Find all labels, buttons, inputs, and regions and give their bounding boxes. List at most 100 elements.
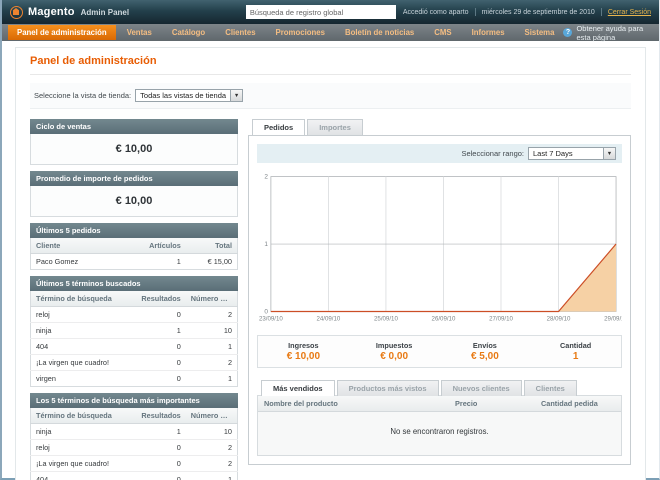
chart-tab-content: Seleccionar rango: Last 7 Days ▼ 0 1 2 23/0… xyxy=(248,135,631,465)
chevron-down-icon: ▼ xyxy=(230,90,243,101)
cell-value: 0 xyxy=(134,306,186,323)
col-header-resultados: Resultados xyxy=(134,291,186,307)
total-envios: Envíos € 5,00 xyxy=(440,341,531,362)
top-search-terms-table: Término de búsqueda Resultados Número de u… xyxy=(30,408,238,480)
divider xyxy=(600,8,602,16)
panel-title: Últimos 5 pedidos xyxy=(30,223,238,238)
divider xyxy=(474,8,476,16)
nav-item-clientes[interactable]: Clientes xyxy=(225,28,256,37)
cell-label: reloj xyxy=(30,439,134,456)
cell-value: 0 xyxy=(176,374,181,383)
logo-subtitle: Admin Panel xyxy=(80,7,130,17)
col-header-resultados: Resultados xyxy=(134,408,186,424)
nav-item-informes[interactable]: Informes xyxy=(471,28,505,37)
cell-value: 2 xyxy=(185,354,238,371)
last-orders-table: Cliente Artículos Total Paco Gomez 1 € 15,00 xyxy=(30,238,238,270)
tab-productos-mas-vistos[interactable]: Productos más vistos xyxy=(336,380,439,396)
table-row: Paco Gomez 1 € 15,00 xyxy=(31,254,238,270)
top-header: Magento Admin Panel Accedió como aparto … xyxy=(2,0,659,24)
cell-label: 404 xyxy=(30,471,134,480)
cell-value: 2 xyxy=(185,306,238,323)
grid-col-cantidad-pedida: Cantidad pedida xyxy=(541,399,598,408)
cell-value: 0 xyxy=(134,471,186,480)
range-label: Seleccionar rango: xyxy=(461,149,524,158)
tab-nuevos-clientes[interactable]: Nuevos clientes xyxy=(440,380,522,396)
cell-label: reloj xyxy=(30,306,134,323)
table-row: ninja 1 10 xyxy=(30,423,238,440)
nav-item-sistema[interactable]: Sistema xyxy=(524,28,555,37)
grid-header-row: Nombre del producto Precio Cantidad pedida xyxy=(258,396,621,412)
col-header-termino-de-busqueda: Término de búsqueda xyxy=(30,291,134,307)
cell-value: 1 xyxy=(176,257,181,266)
chevron-down-icon: ▼ xyxy=(603,148,615,159)
svg-text:0: 0 xyxy=(264,308,268,315)
cell-value: 1 xyxy=(134,322,186,339)
chart-tabs: Pedidos Importes xyxy=(248,119,631,135)
tab-clientes[interactable]: Clientes xyxy=(523,380,577,396)
cell-label: virgen xyxy=(36,374,56,383)
col-header-articulos: Artículos xyxy=(134,238,186,254)
tab-importes[interactable]: Importes xyxy=(307,119,363,135)
magento-logo-icon xyxy=(10,5,23,19)
lifetime-sales-panel: Ciclo de ventas € 10,00 xyxy=(30,119,238,165)
cell-value: 10 xyxy=(185,423,238,440)
total-ingresos: Ingresos € 10,00 xyxy=(258,341,349,362)
help-link[interactable]: ? Obtener ayuda para esta página xyxy=(563,24,653,42)
last-search-terms-table: Término de búsqueda Resultados Número de u… xyxy=(30,291,238,387)
range-selector-strip: Seleccionar rango: Last 7 Days ▼ xyxy=(257,144,622,163)
panel-title: Últimos 5 términos buscados xyxy=(30,276,238,291)
cell-value: 0 xyxy=(134,354,186,371)
col-header-numero-de-usos: Número de usos xyxy=(185,408,238,424)
cell-value: 1 xyxy=(134,423,186,440)
table-row: virgen 0 1 xyxy=(31,371,238,387)
cell-value: 0 xyxy=(134,439,186,456)
global-search-input[interactable] xyxy=(245,5,396,19)
total-value: € 0,00 xyxy=(380,351,409,362)
cell-label: ninja xyxy=(30,423,134,440)
total-label: Cantidad xyxy=(560,341,592,350)
nav-menu: Panel de administración Ventas Catálogo Cli… xyxy=(8,25,563,40)
total-label: Impuestos xyxy=(375,341,413,350)
total-value: 1 xyxy=(572,351,579,362)
cell-value: 0 xyxy=(134,338,186,355)
nav-item-cms[interactable]: CMS xyxy=(434,28,452,37)
panel-title: Los 5 términos de búsqueda más important… xyxy=(30,393,238,408)
cell-label: ¡La virgen que cuadro! xyxy=(30,455,134,472)
dashboard-main: Pedidos Importes Seleccionar rango: Last … xyxy=(248,119,631,465)
store-view-label: Seleccione la vista de tienda: xyxy=(34,91,132,100)
grid-col-precio: Precio xyxy=(455,399,478,408)
bestsellers-grid: Nombre del producto Precio Cantidad pedida… xyxy=(257,395,622,456)
total-label: Ingresos xyxy=(288,341,319,350)
range-select[interactable]: Last 7 Days ▼ xyxy=(528,147,616,160)
cell-value: 1 xyxy=(185,471,238,480)
nav-item-ventas[interactable]: Ventas xyxy=(126,28,152,37)
nav-item-panel-de-administracion[interactable]: Panel de administración xyxy=(8,25,116,40)
table-row: 404 0 1 xyxy=(30,338,238,355)
panel-title: Promedio de importe de pedidos xyxy=(30,171,238,186)
nav-item-promociones[interactable]: Promociones xyxy=(275,28,325,37)
tab-mas-vendidos[interactable]: Más vendidos xyxy=(261,380,335,396)
logout-link[interactable]: Cerrar Sesión xyxy=(607,8,651,16)
nav-item-boletin-de-noticias[interactable]: Boletín de noticias xyxy=(344,28,415,37)
svg-text:1: 1 xyxy=(264,241,268,248)
page-content: Panel de administración Seleccione la vi… xyxy=(15,47,646,480)
tab-pedidos[interactable]: Pedidos xyxy=(252,119,306,135)
col-header-total: Total xyxy=(185,238,238,254)
totals-bar: Ingresos € 10,00 Impuestos € 0,00 Envíos € 5,… xyxy=(257,335,622,368)
table-row: ¡La virgen que cuadro! 0 2 xyxy=(30,354,238,371)
nav-item-catalogo[interactable]: Catálogo xyxy=(171,28,206,37)
total-cantidad: Cantidad 1 xyxy=(530,341,621,362)
main-nav: Panel de administración Ventas Catálogo Cli… xyxy=(2,24,659,42)
svg-text:23/09/10: 23/09/10 xyxy=(259,315,283,322)
cell-value: 2 xyxy=(185,455,238,472)
cell-value: € 15,00 xyxy=(207,257,232,266)
cell-value: 1 xyxy=(185,338,238,355)
current-date: miércoles 29 de septiembre de 2010 xyxy=(481,8,595,16)
logo-title: Magento xyxy=(28,6,75,18)
svg-text:24/09/10: 24/09/10 xyxy=(316,315,340,322)
store-view-switcher: Seleccione la vista de tienda: Todas las… xyxy=(30,83,631,109)
store-view-select[interactable]: Todas las vistas de tienda ▼ xyxy=(135,89,244,102)
svg-text:27/09/10: 27/09/10 xyxy=(489,315,513,322)
top-search-terms-panel: Los 5 términos de búsqueda más important… xyxy=(30,393,238,480)
